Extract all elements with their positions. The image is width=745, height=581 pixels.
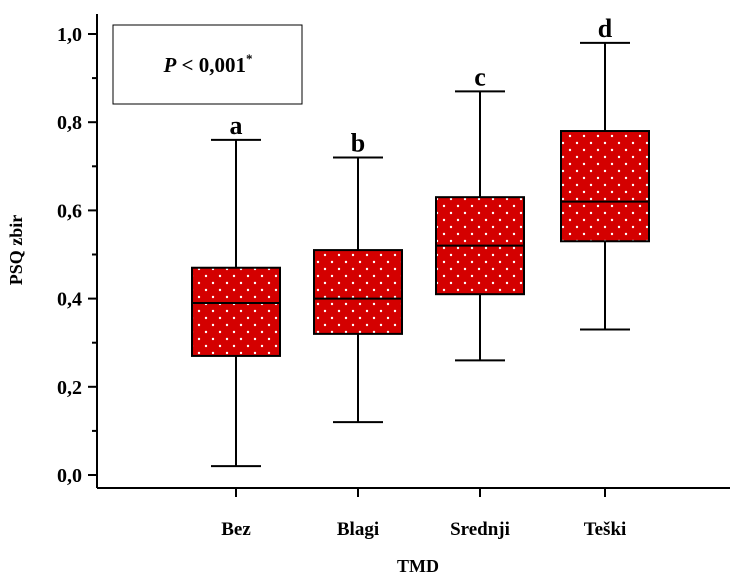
box-1: a [191, 111, 281, 468]
x-tick-label: Srednji [450, 519, 510, 540]
box-3: c [435, 62, 525, 362]
y-tick-label: 0,2 [57, 377, 82, 399]
x-ticks: Bez Blagi Srednji Teški [221, 488, 626, 540]
significance-letter: b [351, 128, 365, 157]
x-axis-title: TMD [397, 556, 439, 576]
y-tick-label: 0,8 [57, 112, 82, 134]
significance-letter: a [230, 111, 243, 140]
p-value-annotation: P < 0,001* [112, 24, 303, 105]
y-axis-title: PSQ zbir [6, 215, 26, 286]
p-mark: * [246, 51, 253, 66]
box-2: b [313, 128, 403, 424]
box-iqr [560, 130, 650, 243]
significance-letter: c [474, 62, 486, 91]
x-tick-label: Bez [221, 519, 251, 540]
box-iqr [313, 249, 403, 335]
p-symbol: P [162, 53, 176, 77]
y-tick-label: 0,4 [57, 289, 82, 311]
y-tick-label: 0,0 [57, 465, 82, 487]
p-text: < 0,001 [176, 53, 246, 77]
boxes: a b c d [191, 14, 650, 468]
y-tick-label: 1,0 [57, 24, 82, 46]
p-value-text: P < 0,001* [162, 51, 252, 77]
significance-letter: d [598, 14, 613, 43]
box-4: d [560, 14, 650, 331]
x-tick-label: Teški [584, 519, 627, 540]
y-ticks: 0,0 0,2 0,4 0,6 0,8 1,0 [57, 24, 97, 487]
y-tick-label: 0,6 [57, 200, 82, 222]
p-value-box [112, 24, 303, 105]
x-tick-label: Blagi [337, 519, 379, 540]
box-iqr [191, 266, 281, 357]
axes [96, 14, 730, 489]
